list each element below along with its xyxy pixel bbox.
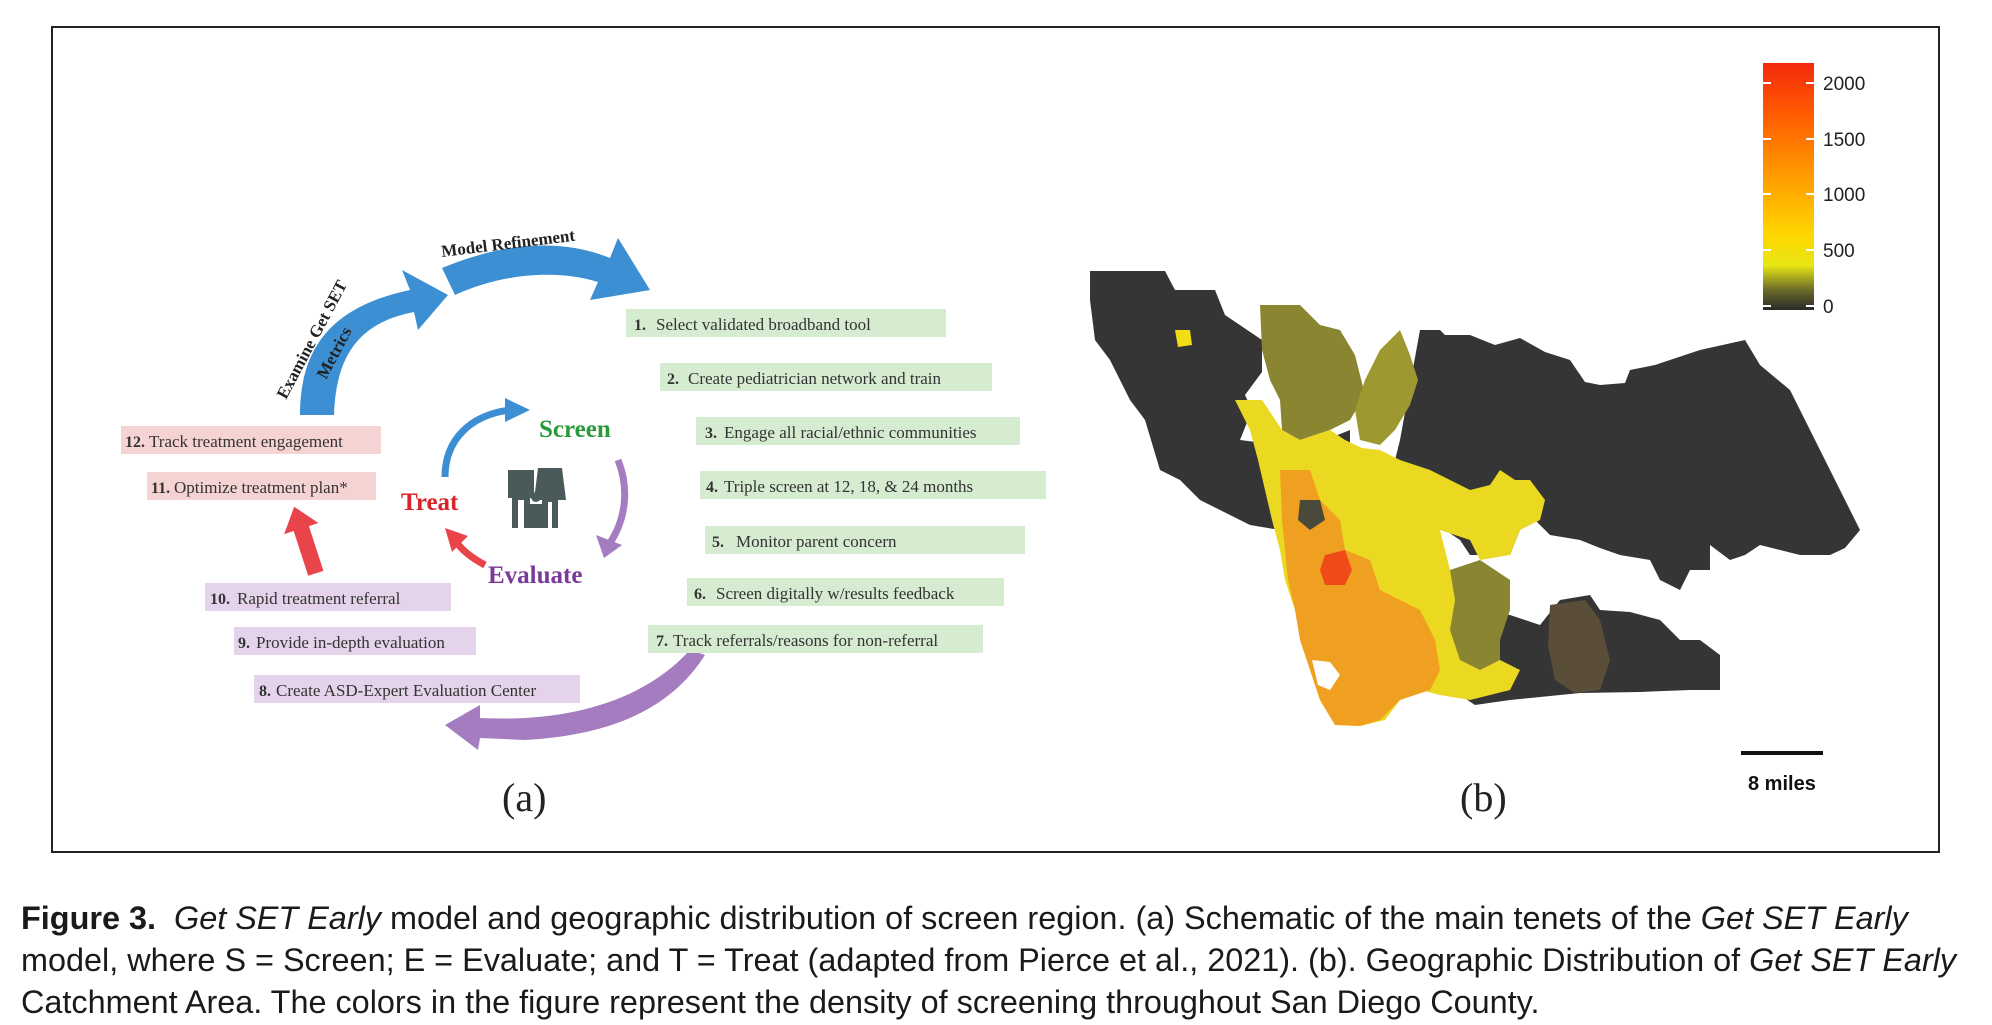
step-2-text: Create pediatrician network and train bbox=[688, 369, 941, 388]
step-11-box bbox=[147, 472, 376, 500]
scale-label: 8 miles bbox=[1748, 773, 1816, 795]
inner-blue-arrowhead bbox=[505, 398, 530, 422]
step-8-text: Create ASD-Expert Evaluation Center bbox=[276, 681, 536, 700]
step-10-text: Rapid treatment referral bbox=[237, 589, 401, 608]
step-8-num: 8. bbox=[259, 683, 271, 700]
map-olive-south bbox=[1450, 560, 1510, 670]
figure-caption: Figure 3. Get SET Early model and geogra… bbox=[21, 897, 1981, 1023]
inner-purple-arrow bbox=[607, 458, 629, 545]
step-9-text: Provide in-depth evaluation bbox=[256, 633, 445, 652]
map-white-bay bbox=[1312, 660, 1340, 690]
inner-red-arrowhead bbox=[445, 528, 468, 552]
step-2-num: 2. bbox=[667, 371, 679, 388]
step-4-box bbox=[700, 471, 1046, 499]
step-10-box bbox=[205, 583, 451, 611]
step-11-num: 11. bbox=[151, 480, 170, 497]
purple-arc-bottom bbox=[445, 650, 705, 750]
step-3-text: Engage all racial/ethnic communities bbox=[724, 423, 977, 442]
step-5-text: Monitor parent concern bbox=[736, 532, 897, 551]
legend-tick-0: 0 bbox=[1823, 297, 1834, 318]
san-diego-county-map bbox=[1090, 271, 1860, 726]
heat-legend-bar bbox=[1763, 63, 1814, 310]
step-9-box bbox=[234, 627, 476, 655]
figure-frame bbox=[51, 26, 1940, 853]
step-9-num: 9. bbox=[238, 635, 250, 652]
center-screen: Screen bbox=[539, 416, 611, 443]
legend-tick-1000: 1000 bbox=[1823, 185, 1865, 206]
step-2-box bbox=[660, 363, 992, 391]
step-5-box bbox=[705, 526, 1025, 554]
inner-blue-arrow bbox=[441, 406, 511, 478]
map-olive-mid bbox=[1355, 330, 1418, 445]
center-evaluate: Evaluate bbox=[488, 562, 582, 589]
step-6-num: 6. bbox=[694, 586, 706, 603]
step-4-text: Triple screen at 12, 18, & 24 months bbox=[724, 477, 973, 496]
map-yellow-sliver bbox=[1175, 330, 1192, 347]
caption-fig-label: Figure 3. bbox=[21, 900, 156, 936]
caption-part-2: model and geographic distribution of scr… bbox=[381, 900, 1701, 936]
caption-part-4: model, where S = Screen; E = Evaluate; a… bbox=[21, 942, 1750, 978]
legend-tick-500: 500 bbox=[1823, 241, 1855, 262]
panel-b-label: (b) bbox=[1460, 775, 1507, 820]
scale-bar bbox=[1741, 751, 1823, 755]
panel-b: 2000 1500 1000 500 0 8 miles (b) bbox=[1090, 63, 1865, 820]
step-1-num: 1. bbox=[634, 317, 646, 334]
step-7-num: 7. bbox=[656, 633, 668, 650]
caption-italic-3: Get SET Early bbox=[1749, 942, 1957, 978]
center-treat: Treat bbox=[401, 489, 459, 516]
step-8-box bbox=[254, 675, 580, 703]
figure-panels: Model Refinement Examine Get SET Metrics… bbox=[121, 63, 1865, 820]
step-6-text: Screen digitally w/results feedback bbox=[716, 584, 955, 603]
legend-tick-2000: 2000 bbox=[1823, 74, 1865, 95]
step-1-box bbox=[626, 309, 946, 337]
panel-a-label: (a) bbox=[502, 775, 546, 820]
step-1-text: Select validated broadband tool bbox=[656, 315, 871, 334]
step-12-num: 12. bbox=[125, 434, 145, 451]
map-olive-north bbox=[1260, 305, 1365, 440]
panel-a: Model Refinement Examine Get SET Metrics… bbox=[121, 226, 1046, 820]
blue-arc-left bbox=[300, 270, 448, 415]
step-7-text: Track referrals/reasons for non-referral bbox=[673, 631, 938, 650]
map-dark-pocket bbox=[1298, 500, 1325, 530]
step-3-num: 3. bbox=[705, 425, 717, 442]
step-7-box bbox=[648, 625, 983, 653]
red-arrow bbox=[284, 506, 324, 576]
inner-purple-arrowhead bbox=[596, 535, 622, 558]
heat-legend-ticks bbox=[1763, 82, 1814, 307]
step-11-text: Optimize treatment plan* bbox=[174, 478, 348, 497]
family-icon bbox=[508, 468, 566, 528]
step-3-box bbox=[696, 417, 1020, 445]
step-6-box bbox=[687, 578, 1004, 606]
map-red-center bbox=[1320, 550, 1352, 585]
step-10-num: 10. bbox=[210, 591, 230, 608]
caption-part-6: Catchment Area. The colors in the figure… bbox=[21, 984, 1540, 1020]
blue-arc-top bbox=[442, 238, 650, 300]
map-brown-south bbox=[1548, 600, 1610, 693]
step-5-num: 5. bbox=[712, 534, 724, 551]
step-12-text: Track treatment engagement bbox=[149, 432, 343, 451]
step-12-box bbox=[121, 426, 381, 454]
caption-title-italic-1: Get SET Early bbox=[174, 900, 381, 936]
step-4-num: 4. bbox=[706, 479, 718, 496]
legend-tick-1500: 1500 bbox=[1823, 130, 1865, 151]
caption-italic-2: Get SET Early bbox=[1700, 900, 1908, 936]
